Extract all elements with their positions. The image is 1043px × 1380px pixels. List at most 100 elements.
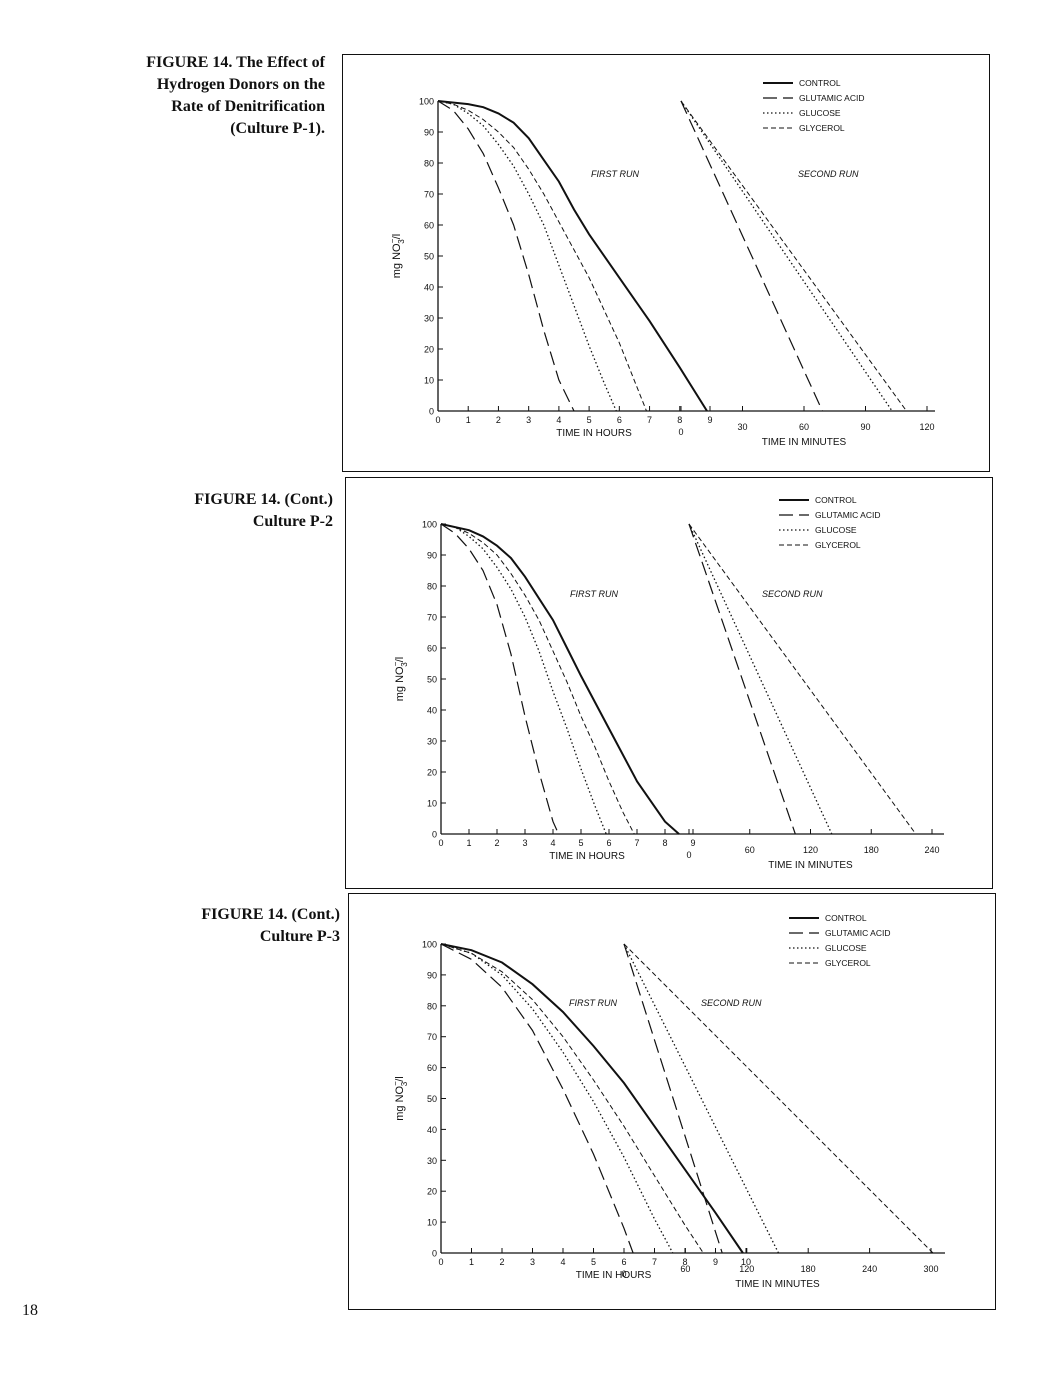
second-run-series-glycerol xyxy=(680,100,907,412)
y-tick-label: 50 xyxy=(427,675,437,685)
y-axis-title: mg NO−3/l xyxy=(391,1076,409,1120)
caption-line: Culture P-2 xyxy=(252,513,333,530)
x-tick-label-hours: 4 xyxy=(560,1257,565,1267)
caption-line: FIGURE 14. (Cont.) xyxy=(194,491,333,508)
y-tick-label: 20 xyxy=(427,1187,437,1197)
x-tick-label-hours: 2 xyxy=(496,415,501,425)
annotation-second-run: SECOND RUN xyxy=(798,169,859,179)
first-run-series-control xyxy=(440,943,744,1254)
first-run-series-glycerol xyxy=(440,943,704,1254)
x-tick-label-hours: 4 xyxy=(556,415,561,425)
first-run-series-glutamic-acid xyxy=(437,100,575,412)
caption-line: Rate of Denitrification xyxy=(171,98,325,115)
legend-label: GLUTAMIC ACID xyxy=(799,93,865,103)
y-tick-label: 10 xyxy=(427,799,437,809)
x-tick-label-hours: 1 xyxy=(469,1257,474,1267)
x-tick-label-hours: 8 xyxy=(682,1257,687,1267)
first-run-series-glycerol xyxy=(437,100,647,412)
chart-frame-p2: 0 10 20 30 40 50 60 70 80 90 100 0 1 2 3 4 5 6 7 8 9 TIME IN … xyxy=(345,477,993,889)
annotation-first-run: FIRST RUN xyxy=(591,169,639,179)
y-tick-label: 70 xyxy=(427,613,437,623)
caption-line: (Culture P-1). xyxy=(230,120,325,137)
y-tick-label: 10 xyxy=(427,1218,437,1228)
legend-label: CONTROL xyxy=(815,495,857,505)
x-tick-label-hours: 1 xyxy=(466,415,471,425)
annotation-second-run: SECOND RUN xyxy=(701,998,762,1008)
x-tick-label-minutes: 120 xyxy=(803,845,818,855)
chart-p1: 0 10 20 30 40 50 60 70 80 90 100 0 1 2 3 4 5 6 7 8 9 TIME IN … xyxy=(388,78,935,448)
y-tick-label: 60 xyxy=(427,1063,437,1073)
x-tick-label-hours: 8 xyxy=(677,415,682,425)
x-tick-label-hours: 10 xyxy=(741,1257,751,1267)
legend-label: GLUTAMIC ACID xyxy=(825,928,891,938)
legend-label: CONTROL xyxy=(825,913,867,923)
y-tick-label: 0 xyxy=(432,1249,437,1259)
y-tick-label: 90 xyxy=(424,128,434,138)
y-tick-label: 10 xyxy=(424,376,434,386)
x-tick-label-hours: 6 xyxy=(621,1257,626,1267)
y-tick-label: 30 xyxy=(424,314,434,324)
y-tick-label: 70 xyxy=(424,190,434,200)
x-tick-label-minutes: 60 xyxy=(745,845,755,855)
y-tick-label: 60 xyxy=(424,221,434,231)
y-tick-label: 80 xyxy=(427,1001,437,1011)
legend-label: GLUCOSE xyxy=(815,525,857,535)
y-tick-label: 90 xyxy=(427,970,437,980)
x-axis-title-hours: TIME IN HOURS xyxy=(556,428,632,439)
caption-line: FIGURE 14. The Effect of xyxy=(146,54,325,71)
legend-label: GLYCEROL xyxy=(825,958,871,968)
x-tick-label-hours: 7 xyxy=(634,838,639,848)
legend-label: GLUCOSE xyxy=(825,943,867,953)
y-tick-label: 0 xyxy=(429,407,434,417)
chart-p2: 0 10 20 30 40 50 60 70 80 90 100 0 1 2 3 4 5 6 7 8 9 TIME IN … xyxy=(391,495,944,871)
x-tick-label-hours: 3 xyxy=(526,415,531,425)
legend-label: GLYCEROL xyxy=(799,123,845,133)
y-tick-label: 20 xyxy=(427,768,437,778)
x-tick-label-minutes: 180 xyxy=(864,845,879,855)
annotation-first-run: FIRST RUN xyxy=(569,998,617,1008)
y-tick-label: 30 xyxy=(427,1156,437,1166)
figure-3-caption: FIGURE 14. (Cont.) Culture P-3 xyxy=(60,904,340,948)
first-run-series-glucose xyxy=(440,523,607,835)
first-run-series-glutamic-acid xyxy=(440,523,560,835)
second-run-series-glutamic-acid xyxy=(688,523,796,835)
y-tick-label: 0 xyxy=(432,830,437,840)
x-axis-title-minutes: TIME IN MINUTES xyxy=(762,437,847,448)
y-tick-label: 20 xyxy=(424,345,434,355)
annotation-second-run: SECOND RUN xyxy=(762,589,823,599)
chart-p3: 0 10 20 30 40 50 60 70 80 90 100 0 1 2 3 4 5 6 7 8 9 10 TIME I… xyxy=(391,913,945,1290)
y-tick-label: 50 xyxy=(427,1094,437,1104)
x-tick-label-minutes: 0 xyxy=(621,1269,626,1279)
x-tick-label-hours: 3 xyxy=(522,838,527,848)
figure-1-caption: FIGURE 14. The Effect of Hydrogen Donors… xyxy=(60,52,325,140)
x-tick-label-hours: 2 xyxy=(499,1257,504,1267)
second-run-series-glucose xyxy=(680,100,893,412)
legend-label: CONTROL xyxy=(799,78,841,88)
caption-line: Culture P-3 xyxy=(259,928,340,945)
y-tick-label: 50 xyxy=(424,252,434,262)
x-tick-label-hours: 0 xyxy=(435,415,440,425)
x-tick-label-hours: 7 xyxy=(647,415,652,425)
second-run-series-glucose xyxy=(623,943,780,1254)
x-tick-label-hours: 9 xyxy=(713,1257,718,1267)
y-tick-label: 90 xyxy=(427,551,437,561)
y-tick-label: 40 xyxy=(427,706,437,716)
x-tick-label-minutes: 180 xyxy=(801,1264,816,1274)
x-tick-label-minutes: 300 xyxy=(923,1264,938,1274)
legend-label: GLYCEROL xyxy=(815,540,861,550)
y-tick-label: 100 xyxy=(419,97,434,107)
x-axis-title-minutes: TIME IN MINUTES xyxy=(735,1279,820,1290)
x-tick-label-hours: 9 xyxy=(707,415,712,425)
y-tick-label: 60 xyxy=(427,644,437,654)
first-run-series-control xyxy=(437,100,708,412)
second-run-series-glutamic-acid xyxy=(680,100,823,412)
x-axis-title-hours: TIME IN HOURS xyxy=(549,851,625,862)
figure-2-caption: FIGURE 14. (Cont.) Culture P-2 xyxy=(60,489,333,533)
y-tick-label: 100 xyxy=(422,520,437,530)
x-tick-label-minutes: 60 xyxy=(680,1264,690,1274)
chart-frame-p3: 0 10 20 30 40 50 60 70 80 90 100 0 1 2 3 4 5 6 7 8 9 10 TIME I… xyxy=(348,893,996,1310)
x-tick-label-hours: 1 xyxy=(466,838,471,848)
y-tick-label: 80 xyxy=(424,159,434,169)
annotation-first-run: FIRST RUN xyxy=(570,589,618,599)
x-tick-label-hours: 5 xyxy=(591,1257,596,1267)
